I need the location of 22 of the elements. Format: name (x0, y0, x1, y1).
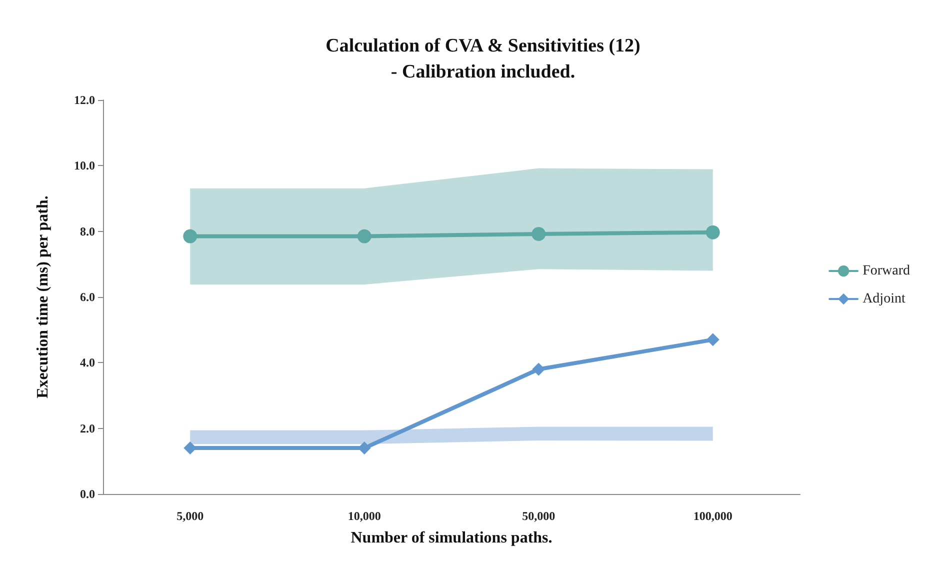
y-tick-label: 6.0 (80, 290, 95, 304)
y-tick-label: 4.0 (80, 356, 95, 370)
x-tick-label: 10,000 (348, 509, 381, 523)
point (532, 226, 546, 241)
y-tick-label: 12.0 (74, 93, 95, 107)
y-tick-label: 0.0 (80, 487, 95, 501)
y-axis-title: Execution time (ms) per path. (34, 196, 52, 398)
x-tick-label: 5,000 (176, 509, 204, 523)
x-axis-title: Number of simulations paths. (350, 530, 552, 546)
point (532, 362, 546, 376)
x-tick-label: 50,000 (522, 509, 556, 523)
point (706, 225, 720, 240)
x-tick-label: 100,000 (693, 509, 732, 523)
point (357, 229, 372, 244)
y-tick-label: 8.0 (80, 224, 95, 238)
chart-title: Calculation of CVA & Sensitivities (12) - Calibration included. (326, 36, 640, 82)
y-tick-label: 10.0 (74, 158, 95, 173)
y-tick-label: 2.0 (80, 421, 95, 436)
point (706, 333, 720, 346)
legend-label: Forward (862, 264, 910, 278)
point (183, 229, 198, 244)
legend-label: Adjoint (862, 292, 906, 306)
